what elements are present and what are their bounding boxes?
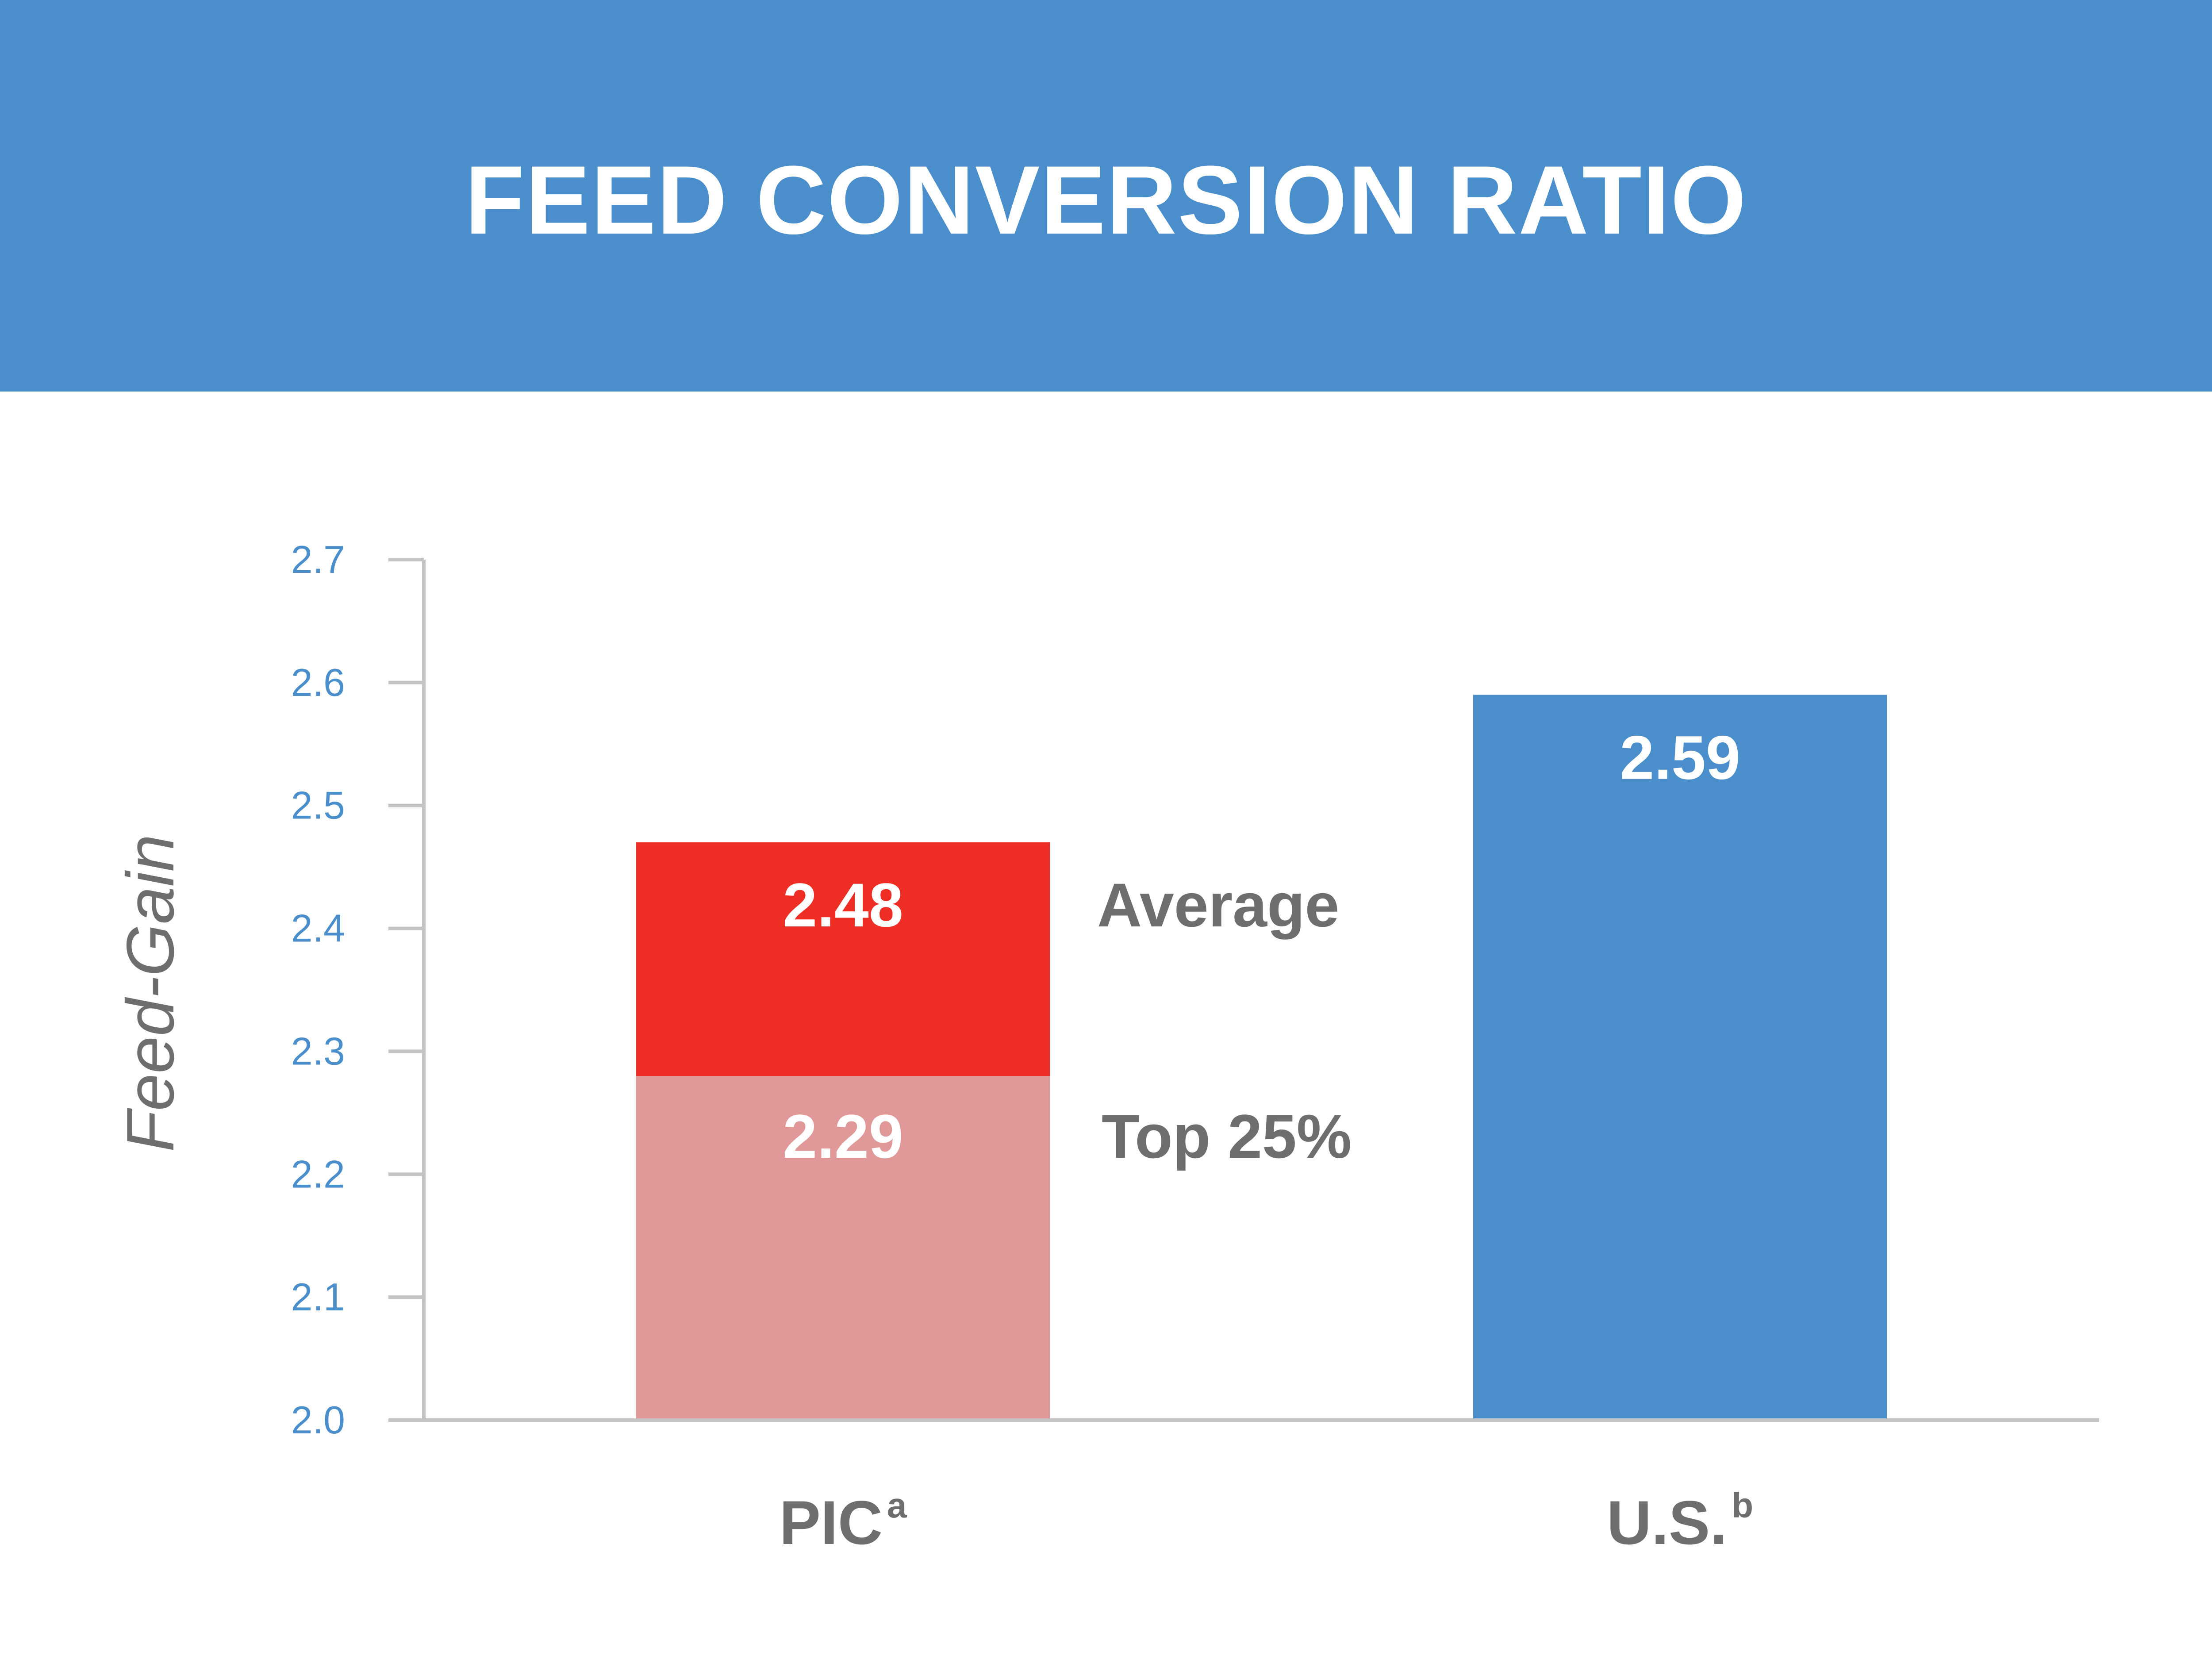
y-tick-label: 2.1	[291, 1275, 345, 1319]
y-axis-ticks: 2.7 2.6 2.5 2.4 2.3 2.2 2.1 2.0	[291, 538, 424, 1442]
bar-us	[1473, 695, 1887, 1420]
page-title: FEED CONVERSION RATIO	[465, 146, 1747, 254]
value-label-pic-average: 2.48	[783, 870, 903, 940]
category-label: PIC a	[780, 1486, 907, 1557]
category-label-superscript: b	[1732, 1486, 1753, 1525]
y-tick-label: 2.7	[291, 538, 345, 581]
bar-pic-top25	[636, 1076, 1050, 1420]
segment-label-top25: Top 25%	[1102, 1102, 1352, 1171]
y-tick-label: 2.6	[291, 661, 345, 704]
value-label-us: 2.59	[1620, 723, 1740, 792]
y-tick-label: 2.4	[291, 906, 345, 950]
category-label-superscript: a	[887, 1486, 907, 1525]
category-label-text: PIC	[780, 1488, 883, 1557]
segment-label-average: Average	[1097, 870, 1339, 940]
value-label-pic-top25: 2.29	[783, 1102, 903, 1171]
y-tick-label: 2.2	[291, 1152, 345, 1196]
y-axis-label: Feed-Gain	[113, 834, 188, 1152]
labels: Feed-Gain 2.48 2.29 2.59 Average Top 25% PIC a U…	[113, 723, 1753, 1557]
y-tick-label: 2.3	[291, 1029, 345, 1073]
category-label-text: U.S.	[1607, 1488, 1727, 1557]
bars	[636, 695, 1887, 1420]
y-tick-label: 2.0	[291, 1398, 345, 1442]
bar-pic-average	[636, 842, 1050, 1076]
category-label: U.S. b	[1607, 1486, 1753, 1557]
header-banner: FEED CONVERSION RATIO	[0, 0, 2212, 392]
y-tick-label: 2.5	[291, 783, 345, 827]
